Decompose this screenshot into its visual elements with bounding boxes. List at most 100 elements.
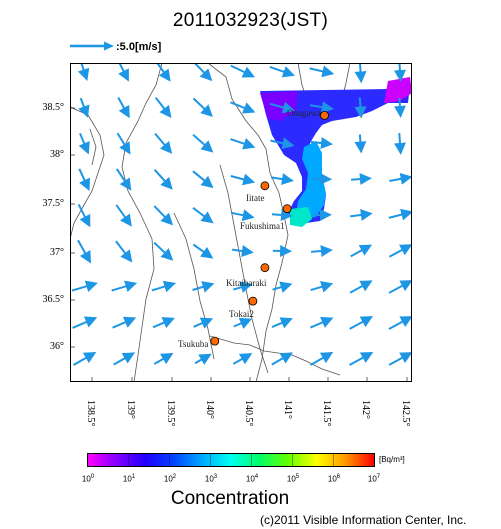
wind-arrow: [154, 132, 173, 154]
wind-arrow: [388, 244, 412, 258]
colorbar-tick: [128, 453, 129, 467]
wind-arrow: [309, 65, 335, 78]
site-marker: [210, 336, 220, 346]
wind-arrow: [153, 205, 174, 226]
wind-arrow: [388, 316, 412, 330]
wind-arrow: [115, 168, 132, 191]
wind-arrow: [354, 63, 367, 84]
wind-arrow: [230, 64, 256, 78]
lon-label: 139.5°: [165, 400, 176, 427]
lon-label: 139°: [125, 400, 136, 419]
wind-arrow: [310, 137, 333, 149]
wind-arrow: [394, 133, 406, 155]
wind-arrow: [393, 98, 406, 118]
wind-arrow: [154, 96, 172, 118]
colorbar-label: 102: [163, 474, 177, 484]
site-label-tsukuba: Tsukuba: [178, 339, 209, 349]
site-label-iitate: Iitate: [246, 193, 265, 203]
wind-arrow: [72, 316, 98, 329]
colorbar-label: 104: [245, 474, 259, 484]
wind-arrow: [389, 172, 412, 185]
wind-arrow: [193, 63, 213, 82]
colorbar-label: 106: [327, 474, 341, 484]
wind-arrow: [310, 101, 334, 114]
wind-arrow: [354, 134, 367, 154]
wind-arrow: [115, 240, 133, 263]
plume: [260, 77, 412, 227]
wind-arrow: [73, 352, 97, 366]
wind-arrow: [269, 101, 295, 114]
colorbar-label: 107: [367, 474, 381, 484]
site-marker: [260, 263, 270, 273]
lat-label: 36°: [50, 341, 64, 352]
lon-label: 140°: [204, 400, 215, 419]
wind-arrow: [77, 239, 91, 264]
colorbar-tick: [292, 453, 293, 467]
wind-arrow: [350, 244, 373, 258]
wind-arrow: [271, 208, 293, 221]
site-label-kitaibaraki: Kitaibaraki: [226, 278, 267, 288]
wind-arrow: [151, 280, 177, 293]
colorbar-label: 101: [122, 474, 136, 484]
wind-arrow: [118, 63, 129, 82]
wind-arrow: [78, 168, 90, 192]
site-markers: [210, 111, 329, 346]
lat-label: 38°: [50, 149, 64, 160]
wind-arrow: [351, 173, 372, 186]
wind-arrow: [269, 65, 295, 78]
wind-arrow: [310, 316, 334, 329]
wind-arrow: [311, 245, 333, 257]
lat-label: 37°: [50, 247, 64, 258]
wind-arrow: [231, 209, 255, 222]
wind-arrow: [192, 133, 214, 153]
wind-arrow: [71, 280, 98, 293]
wind-arrow: [349, 280, 373, 294]
wind-arrow: [388, 208, 412, 221]
wind-arrow: [310, 352, 334, 366]
site-marker: [320, 111, 329, 120]
lon-label: 141.5°: [321, 400, 332, 427]
lon-label: 142°: [360, 400, 371, 419]
copyright-text: (c)2011 Visible Information Center, Inc.: [260, 513, 467, 527]
wind-arrow: [230, 138, 256, 150]
wind-arrow: [349, 352, 374, 366]
wind-arrow: [194, 353, 212, 365]
colorbar-tick: [169, 453, 170, 467]
colorbar-tick: [251, 453, 252, 467]
wind-arrow: [272, 281, 293, 293]
wind-arrow: [117, 97, 130, 119]
wind-arrow: [388, 280, 412, 294]
wind-arrow: [270, 137, 295, 150]
wind-arrow: [112, 316, 137, 329]
site-marker: [260, 181, 270, 191]
wind-arrow: [350, 209, 373, 221]
lon-label: 140.5°: [243, 400, 254, 427]
wind-arrow: [232, 353, 253, 365]
wind-arrow: [193, 317, 214, 329]
lon-label: 138.5°: [85, 400, 96, 427]
wind-arrow: [233, 317, 253, 329]
site-label-onagawa: Onagawa: [287, 108, 321, 118]
lon-label: 142.5°: [400, 400, 411, 427]
wind-arrow: [78, 97, 90, 118]
colorbar: [87, 453, 375, 467]
colorbar-label: 100: [81, 474, 95, 484]
wind-vector-field: [71, 63, 412, 366]
wind-arrow: [388, 352, 412, 366]
wind-arrow: [310, 281, 334, 293]
wind-arrow: [115, 204, 132, 227]
wind-arrow: [233, 281, 253, 294]
colorbar-tick: [333, 453, 334, 467]
wind-arrow: [78, 133, 90, 155]
wind-arrow: [113, 352, 136, 366]
map-frame: [70, 63, 412, 382]
wind-arrow: [231, 245, 254, 257]
reference-vector-label: :5.0[m/s]: [116, 41, 162, 53]
lat-label: 37.5°: [42, 198, 65, 209]
site-marker: [248, 296, 258, 306]
wind-arrow: [230, 173, 256, 186]
wind-arrow: [311, 172, 333, 185]
colorbar-tick: [210, 453, 211, 467]
colorbar-title: Concentration: [170, 488, 290, 509]
wind-arrow: [192, 207, 214, 224]
